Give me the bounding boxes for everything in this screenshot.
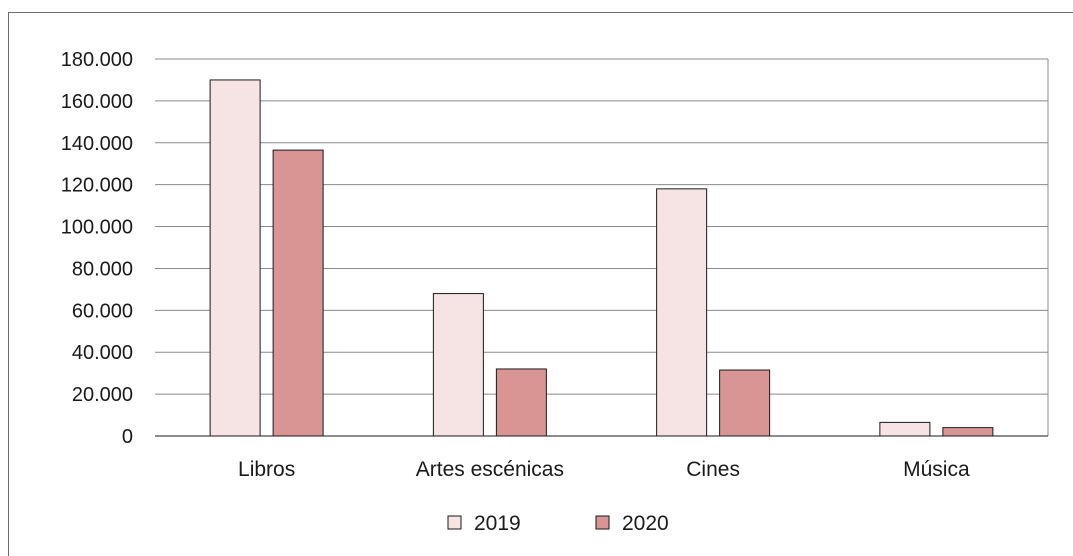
y-tick-label: 0 [122,426,133,448]
x-category-label: Libros [238,458,295,481]
bars [155,79,1048,437]
y-tick-label: 180.000 [61,49,133,71]
legend: 2019 2020 [447,512,669,535]
y-tick-label: 20.000 [72,384,133,406]
gridlines [155,58,1049,436]
bar-2019-3 [879,421,931,437]
y-tick-label: 140.000 [61,133,133,155]
y-tick-label: 40.000 [72,342,133,364]
x-axis-categories: Libros Artes escénicas Cines Música [238,458,970,481]
bar-2020-1 [495,368,547,437]
legend-swatch-2019 [447,515,462,530]
y-tick-label: 60.000 [72,300,133,322]
bar-2020-3 [942,427,994,437]
bar-2019-2 [656,188,708,437]
x-category-label: Artes escénicas [416,458,564,481]
y-tick-label: 80.000 [72,258,133,280]
bar-2020-2 [719,369,771,437]
x-category-label: Cines [686,458,740,481]
legend-label-2019: 2019 [474,512,521,535]
chart-frame [8,12,1073,556]
legend-label-2020: 2020 [622,512,669,535]
y-tick-label: 160.000 [61,91,133,113]
y-tick-label: 100.000 [61,217,133,239]
bar-2020-0 [272,149,324,437]
bar-2019-0 [209,79,261,437]
y-tick-label: 120.000 [61,175,133,197]
bar-2019-1 [432,293,484,437]
x-category-label: Música [903,458,970,481]
legend-swatch-2020 [595,515,610,530]
y-axis-ticks: 0 20.000 40.000 60.000 80.000 100.000 120.000 1… [61,49,133,448]
